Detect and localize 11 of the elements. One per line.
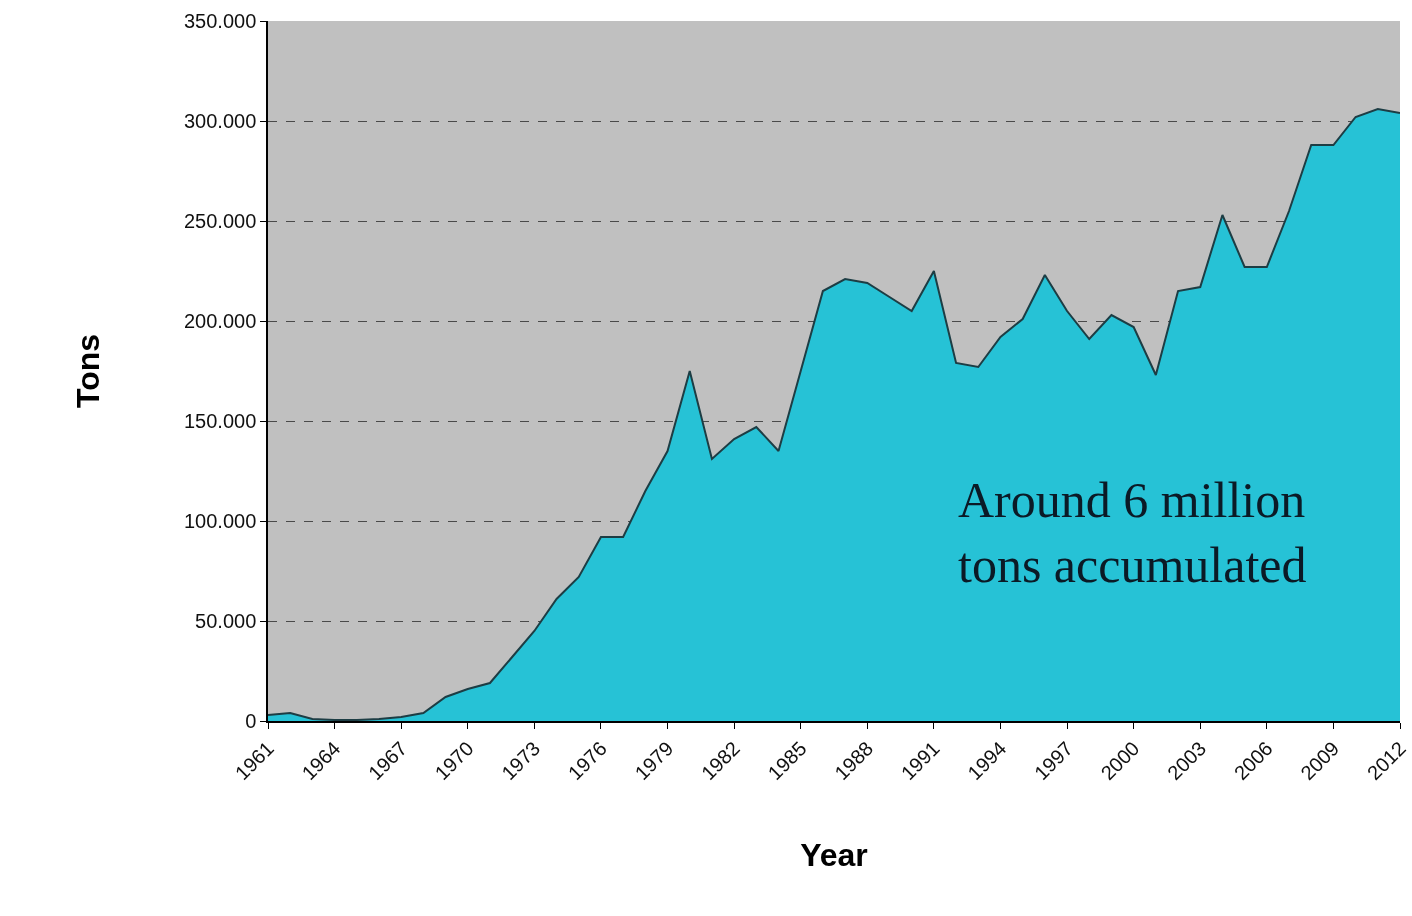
y-tick-label: 150.000	[183, 410, 257, 432]
y-tick-label: 200.000	[183, 310, 257, 332]
y-axis-title: Tons	[69, 333, 106, 409]
x-axis-title: Year	[800, 836, 868, 873]
y-tick-label: 350.000	[183, 10, 257, 32]
annotation: Around 6 million tons accumulated	[958, 472, 1307, 593]
y-tick-label: 100.000	[183, 510, 257, 532]
y-tick-label: 50.000	[195, 610, 257, 632]
y-tick-label: 0	[245, 710, 257, 732]
y-tick-label: 300.000	[183, 110, 257, 132]
y-tick-label: 250.000	[183, 210, 257, 232]
